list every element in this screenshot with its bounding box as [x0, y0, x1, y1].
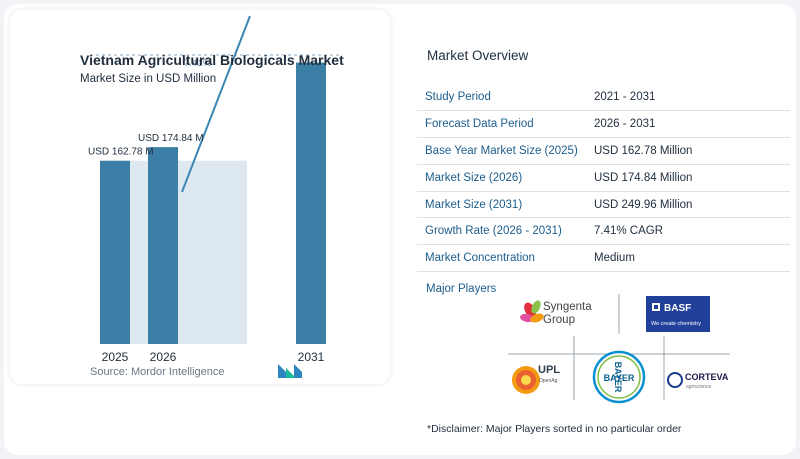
syngenta-group: Group — [543, 314, 575, 326]
syngenta-leaf-icon — [520, 300, 544, 323]
overview-row: Market Size (2026) USD 174.84 Million — [417, 164, 790, 192]
corteva-tagline: agriscience — [686, 384, 712, 390]
chart-bands — [130, 160, 247, 344]
overview-key: Market Concentration — [417, 244, 586, 273]
chart-card: 7.41% 2025 USD 162.78 M 2026 USD 174.84 M 20… — [10, 10, 390, 384]
disclaimer-text: *Disclaimer: Major Players sorted in no … — [427, 423, 682, 435]
overview-value: 2021 - 2031 — [586, 84, 790, 112]
upl-logo: UPL OpenAg — [512, 364, 560, 394]
corteva-name: CORTEVA — [685, 372, 729, 382]
corteva-emblem-icon — [667, 372, 683, 388]
syngenta-logo: Syngenta Group — [520, 300, 592, 326]
bayer-name-horizontal: BAYER — [604, 373, 635, 383]
overview-row: Growth Rate (2026 - 2031) 7.41% CAGR — [417, 217, 790, 246]
overview-key: Base Year Market Size (2025) — [417, 137, 586, 165]
overview-value: 7.41% CAGR — [586, 217, 790, 246]
overview-value: USD 249.96 Million — [586, 191, 790, 219]
overview-value: USD 174.84 Million — [586, 164, 790, 192]
overview-key: Market Size (2031) — [417, 191, 586, 219]
overview-row: Forecast Data Period 2026 - 2031 — [417, 110, 790, 139]
x-tick-label: 2026 — [150, 350, 177, 364]
cagr-arrow-line — [181, 15, 251, 193]
overview-value: Medium — [586, 244, 790, 273]
overview-key: Growth Rate (2026 - 2031) — [417, 217, 586, 246]
chart-band-forecast — [178, 160, 247, 344]
overview-row: Market Size (2031) USD 249.96 Million — [417, 191, 790, 219]
bar-2025 — [100, 160, 130, 344]
players-title: Major Players — [426, 283, 497, 295]
basf-logo: BASF We create chemistry — [646, 296, 710, 332]
mordor-logo-icon — [278, 364, 302, 378]
overview-table: Study Period 2021 - 2031 Forecast Data Per… — [417, 84, 790, 273]
overview-title: Market Overview — [427, 48, 529, 63]
cagr-annotation: 7.41% — [90, 15, 340, 193]
cagr-label: 7.41% — [184, 58, 211, 69]
overview-value: 2026 - 2031 — [586, 110, 790, 139]
chart-band-gap — [130, 160, 148, 344]
chart-bars — [100, 62, 326, 344]
upl-name: UPL — [538, 364, 560, 376]
bayer-name-vertical: BAYER — [613, 362, 623, 393]
x-tick-label: 2025 — [102, 350, 129, 364]
chart-labels: 2025 USD 162.78 M 2026 USD 174.84 M 2031 — [88, 133, 325, 364]
overview-row: Base Year Market Size (2025) USD 162.78 M… — [417, 137, 790, 165]
x-tick-label: 2031 — [298, 350, 325, 364]
bar-2031 — [296, 62, 326, 344]
basf-tagline: We create chemistry — [651, 321, 701, 327]
bayer-logo: BAYER BAYER — [592, 350, 646, 404]
overview-value: USD 162.78 Million — [586, 137, 790, 165]
corteva-logo: CORTEVA agriscience — [667, 372, 729, 390]
syngenta-name: Syngenta — [543, 301, 592, 313]
overview-key: Market Size (2026) — [417, 164, 586, 192]
overview-row: Market Concentration Medium — [417, 244, 790, 273]
data-label: USD 174.84 M — [138, 133, 204, 144]
overview-row: Study Period 2021 - 2031 — [417, 84, 790, 112]
overview-key: Forecast Data Period — [417, 110, 586, 139]
bar-2026 — [148, 147, 178, 344]
chart-title: Vietnam Agricultural Biologicals Market — [80, 52, 344, 68]
overview-key: Study Period — [417, 84, 586, 112]
upl-tagline: OpenAg — [539, 378, 558, 384]
chart-subtitle: Market Size in USD Million — [80, 73, 217, 85]
source-text: Source: Mordor Intelligence — [90, 366, 225, 378]
basf-name: BASF — [664, 303, 691, 314]
data-label: USD 162.78 M — [88, 147, 154, 158]
